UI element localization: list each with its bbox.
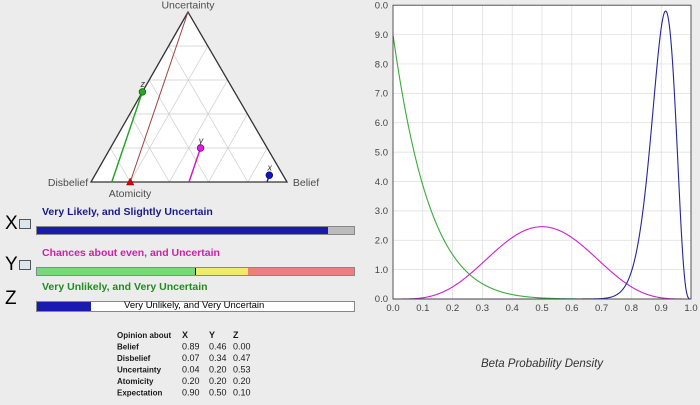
- svg-text:1.0: 1.0: [375, 265, 388, 276]
- svg-text:Expectation: Expectation: [117, 389, 162, 398]
- svg-text:0.50: 0.50: [209, 388, 227, 398]
- svg-text:0.53: 0.53: [233, 364, 251, 374]
- svg-text:5.0: 5.0: [375, 147, 388, 158]
- svg-text:Y: Y: [209, 330, 215, 340]
- svg-text:0.34: 0.34: [209, 353, 227, 363]
- svg-text:Beta Probability Density: Beta Probability Density: [481, 358, 604, 370]
- svg-text:0.89: 0.89: [182, 341, 200, 351]
- svg-text:4.0: 4.0: [375, 177, 388, 188]
- svg-text:0.3: 0.3: [476, 303, 489, 314]
- svg-text:0.9: 0.9: [655, 303, 668, 314]
- svg-text:0.20: 0.20: [209, 364, 227, 374]
- svg-text:0.90: 0.90: [182, 388, 200, 398]
- svg-text:2.0: 2.0: [375, 236, 388, 247]
- svg-text:10.0: 10.0: [370, 1, 389, 12]
- svg-text:3.0: 3.0: [375, 206, 388, 217]
- svg-text:Atomicity: Atomicity: [117, 377, 154, 386]
- svg-text:0.07: 0.07: [182, 353, 200, 363]
- svg-text:0.2: 0.2: [446, 303, 459, 314]
- svg-text:0.20: 0.20: [209, 376, 227, 386]
- svg-text:Uncertainty: Uncertainty: [117, 365, 162, 374]
- svg-text:0.6: 0.6: [565, 303, 578, 314]
- svg-text:0.46: 0.46: [209, 341, 227, 351]
- svg-text:0.8: 0.8: [625, 303, 638, 314]
- svg-text:1.0: 1.0: [684, 303, 697, 314]
- svg-text:0.0: 0.0: [386, 303, 399, 314]
- svg-text:9.0: 9.0: [375, 30, 388, 41]
- svg-text:7.0: 7.0: [375, 89, 388, 100]
- svg-text:Disbelief: Disbelief: [117, 354, 151, 363]
- svg-text:0.7: 0.7: [595, 303, 608, 314]
- svg-text:8.0: 8.0: [375, 59, 388, 70]
- svg-text:Z: Z: [233, 330, 239, 340]
- svg-text:X: X: [182, 330, 188, 340]
- svg-text:Belief: Belief: [117, 342, 139, 351]
- svg-text:0.00: 0.00: [233, 341, 251, 351]
- svg-text:0.1: 0.1: [416, 303, 429, 314]
- svg-text:Opinion about: Opinion about: [117, 331, 172, 340]
- svg-text:6.0: 6.0: [375, 118, 388, 129]
- svg-text:0.20: 0.20: [182, 376, 200, 386]
- svg-text:0.0: 0.0: [375, 294, 388, 305]
- svg-text:0.47: 0.47: [233, 353, 251, 363]
- svg-text:0.10: 0.10: [233, 388, 251, 398]
- svg-text:0.20: 0.20: [233, 376, 251, 386]
- svg-text:0.04: 0.04: [182, 364, 200, 374]
- svg-text:0.4: 0.4: [506, 303, 519, 314]
- svg-text:0.5: 0.5: [535, 303, 548, 314]
